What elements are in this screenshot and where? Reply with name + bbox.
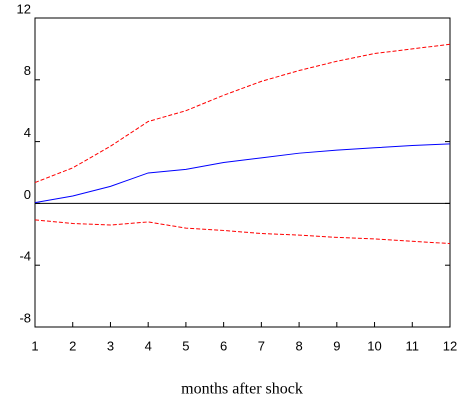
series-line — [34, 143, 451, 204]
x-tick-label: 10 — [367, 338, 381, 353]
x-tick-label: 2 — [69, 338, 76, 353]
y-tick-label: -8 — [19, 310, 31, 325]
y-tick-label: 4 — [24, 125, 31, 140]
x-tick-label: 4 — [145, 338, 152, 353]
plot-frame — [34, 17, 451, 328]
y-tick-label: -4 — [19, 249, 31, 264]
series-line — [34, 219, 451, 245]
x-tick-label: 5 — [182, 338, 189, 353]
x-tick-label: 7 — [258, 338, 265, 353]
x-tick-label: 9 — [333, 338, 340, 353]
x-tick-label: 11 — [406, 338, 420, 353]
y-tick-label: 12 — [17, 1, 31, 16]
series-line — [34, 43, 451, 184]
x-axis-label: months after shock — [181, 381, 303, 398]
y-tick-label: 0 — [24, 187, 31, 202]
x-tick-label: 6 — [220, 338, 227, 353]
x-tick-label: 12 — [443, 338, 457, 353]
x-tick-label: 3 — [107, 338, 114, 353]
x-tick-label: 8 — [295, 338, 302, 353]
y-tick-label: 8 — [24, 63, 31, 78]
x-tick-label: 1 — [31, 338, 38, 353]
